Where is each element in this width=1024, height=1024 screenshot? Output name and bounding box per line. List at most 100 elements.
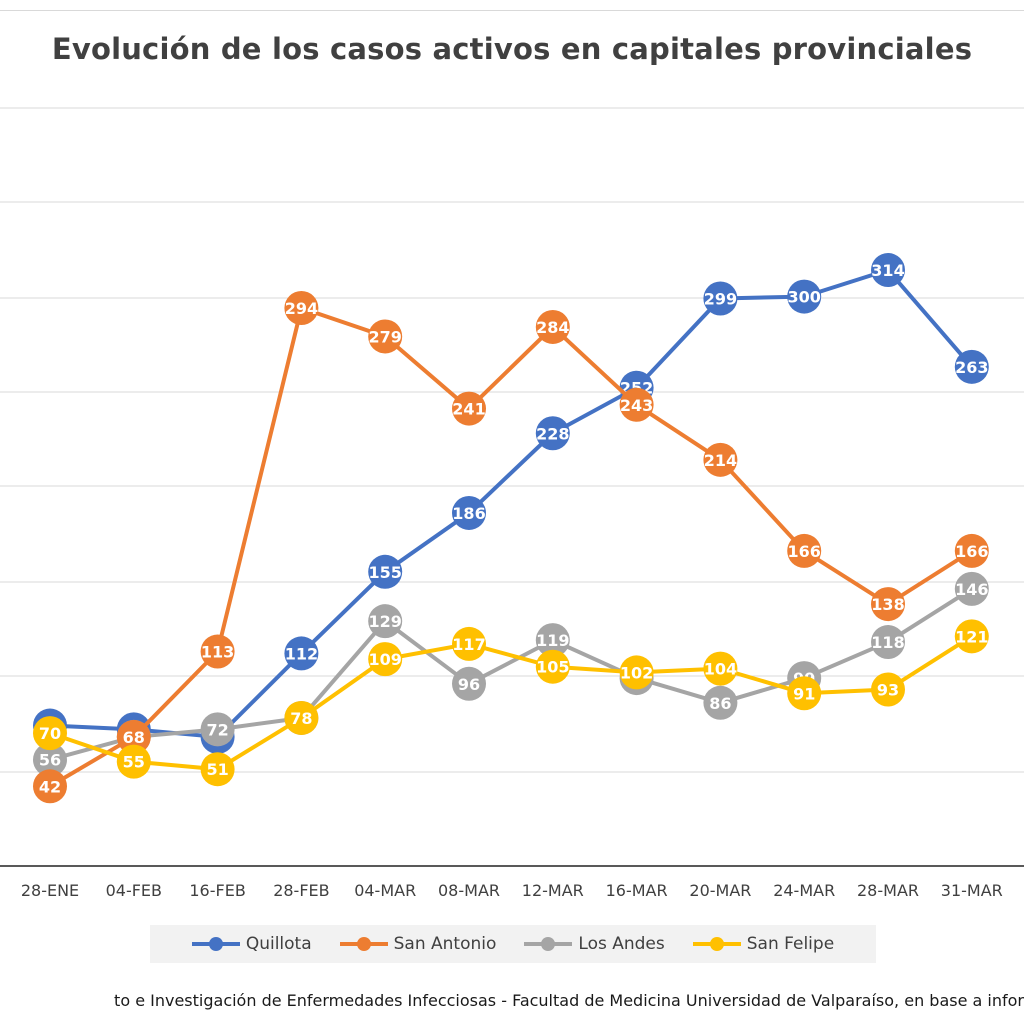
data-point-san-antonio (33, 769, 67, 804)
data-label-san-felipe: 51 (206, 760, 228, 779)
data-label-los-andes: 146 (955, 580, 988, 599)
data-point-san-antonio (619, 387, 654, 422)
data-label-quillota: 263 (955, 358, 988, 377)
data-point-san-antonio (368, 319, 403, 354)
data-label-san-antonio: 166 (955, 542, 988, 561)
data-label-quillota: 186 (452, 504, 485, 523)
data-label-san-felipe: 109 (368, 650, 401, 669)
data-label-san-antonio: 138 (871, 595, 904, 614)
data-point-san-antonio (116, 719, 151, 754)
data-label-san-antonio: 243 (620, 396, 653, 415)
x-tick-label: 28-MAR (857, 881, 919, 900)
x-tick-label: 28-FEB (273, 881, 329, 900)
x-tick-label: 20-MAR (689, 881, 751, 900)
legend-label-san-felipe: San Felipe (746, 934, 835, 954)
data-point-san-felipe (452, 626, 486, 661)
data-label-san-antonio: 68 (123, 728, 145, 747)
x-tick-label: 31-MAR (941, 881, 1003, 900)
data-point-los-andes (954, 571, 989, 606)
data-point-san-antonio (200, 634, 235, 669)
data-label-quillota: 299 (704, 289, 737, 308)
x-tick-label: 12-MAR (522, 881, 584, 900)
series-line-san-antonio (48, 305, 973, 789)
data-point-san-antonio (703, 442, 738, 477)
chart-title: Evolución de los casos activos en capita… (51, 32, 973, 66)
data-point-san-antonio (284, 290, 319, 325)
data-label-san-antonio: 284 (536, 318, 569, 337)
data-label-los-andes: 86 (709, 694, 731, 713)
data-label-san-felipe: 70 (39, 724, 61, 743)
data-point-san-felipe (116, 744, 151, 779)
data-label-los-andes: 56 (39, 751, 61, 770)
data-point-quillota (535, 416, 570, 451)
data-label-san-antonio: 214 (704, 451, 737, 470)
data-point-los-andes (452, 666, 486, 701)
data-label-san-antonio: 113 (201, 643, 234, 662)
legend-item-quillota[interactable]: Quillota (191, 934, 312, 954)
data-point-quillota (787, 279, 822, 314)
legend-label-quillota: Quillota (245, 934, 312, 954)
data-label-san-antonio: 42 (39, 777, 61, 796)
x-tick-label: 16-FEB (189, 881, 245, 900)
data-label-quillota: 300 (787, 288, 820, 307)
x-tick-label: 04-MAR (354, 881, 416, 900)
data-point-san-felipe (284, 700, 319, 735)
data-point-san-felipe (368, 642, 403, 677)
data-point-san-felipe (33, 716, 67, 751)
data-point-quillota (703, 281, 738, 316)
data-point-los-andes (871, 625, 905, 660)
data-point-los-andes (368, 604, 403, 639)
legend-swatch-san-felipe (692, 937, 741, 951)
data-label-quillota: 112 (285, 644, 318, 663)
legend-label-san-antonio: San Antonio (393, 934, 497, 954)
data-point-san-antonio (871, 587, 905, 622)
data-point-san-felipe (954, 619, 989, 654)
series-line-san-felipe (49, 634, 973, 772)
x-tick-label: 04-FEB (106, 881, 162, 900)
data-point-quillota (368, 554, 403, 589)
data-label-san-felipe: 55 (123, 753, 145, 772)
legend-swatch-quillota (191, 937, 240, 951)
data-point-quillota (871, 253, 905, 288)
data-label-san-felipe: 105 (536, 658, 569, 677)
data-label-quillota: 228 (536, 424, 569, 443)
chart-frame-top (0, 10, 1024, 11)
x-tick-label: 08-MAR (438, 881, 500, 900)
data-label-los-andes: 129 (368, 612, 401, 631)
data-point-san-antonio (535, 309, 570, 344)
data-label-san-antonio: 241 (452, 400, 485, 419)
data-label-san-felipe: 102 (620, 663, 653, 682)
x-tick-label: 24-MAR (773, 881, 835, 900)
data-point-san-felipe (787, 676, 822, 711)
data-label-los-andes: 72 (206, 720, 228, 739)
data-point-san-felipe (535, 649, 570, 684)
x-tick-label: 28-ENE (21, 881, 79, 900)
legend-item-los-andes[interactable]: Los Andes (524, 934, 665, 954)
data-label-san-felipe: 91 (793, 684, 815, 703)
source-text: to e Investigación de Enfermedades Infec… (114, 991, 1024, 1010)
data-label-san-felipe: 121 (955, 627, 988, 646)
data-label-los-andes: 119 (536, 631, 569, 650)
data-point-quillota (452, 495, 486, 530)
legend-item-san-felipe[interactable]: San Felipe (692, 934, 835, 954)
data-label-san-antonio: 166 (787, 542, 820, 561)
data-label-san-antonio: 279 (368, 327, 401, 346)
data-label-san-felipe: 93 (877, 680, 899, 699)
x-tick-label: 16-MAR (606, 881, 668, 900)
data-point-los-andes (535, 623, 570, 658)
data-point-quillota (284, 636, 319, 671)
legend-item-san-antonio[interactable]: San Antonio (339, 934, 497, 954)
data-point-san-felipe (871, 672, 905, 707)
data-point-san-felipe (703, 651, 738, 686)
data-label-san-antonio: 294 (285, 299, 318, 318)
data-point-san-antonio (787, 533, 822, 568)
data-label-quillota: 155 (368, 563, 401, 582)
data-point-san-felipe (619, 655, 654, 690)
data-label-san-felipe: 104 (704, 660, 737, 679)
legend-label-los-andes: Los Andes (578, 934, 665, 954)
data-label-quillota: 314 (871, 261, 904, 280)
legend-swatch-san-antonio (339, 937, 388, 951)
data-point-los-andes (200, 712, 235, 747)
data-point-san-antonio (954, 533, 989, 568)
data-label-san-felipe: 78 (290, 709, 312, 728)
